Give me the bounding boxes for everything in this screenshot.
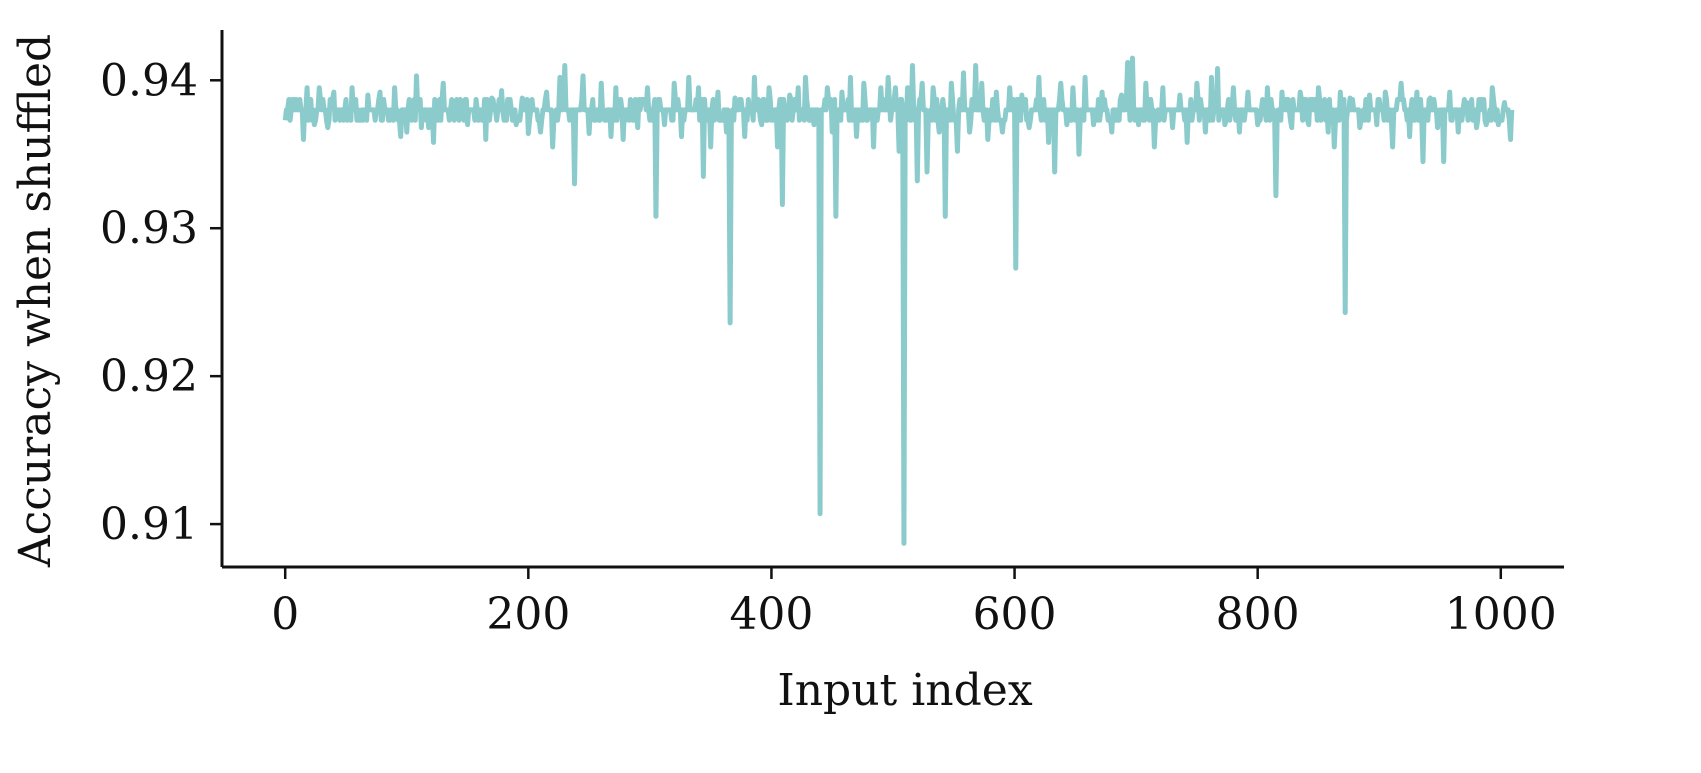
x-axis-label: Input index [777,665,1033,716]
y-tick-label: 0.94 [100,55,198,106]
series-line [282,55,1515,546]
series-layer [282,55,1515,546]
y-ticks: 0.91 0.92 0.93 0.94 [100,55,222,550]
x-tick-label: 0 [271,589,299,640]
x-tick-label: 1000 [1445,589,1557,640]
x-tick-label: 400 [729,589,813,640]
y-axis-label: Accuracy when shuffled [10,34,61,568]
y-tick-label: 0.92 [100,351,198,402]
x-tick-label: 200 [486,589,570,640]
y-tick-label: 0.93 [100,203,198,254]
x-tick-label: 600 [973,589,1057,640]
y-tick-label: 0.91 [100,499,198,550]
x-ticks: 0 200 400 600 800 1000 [271,567,1557,640]
x-tick-label: 800 [1216,589,1300,640]
